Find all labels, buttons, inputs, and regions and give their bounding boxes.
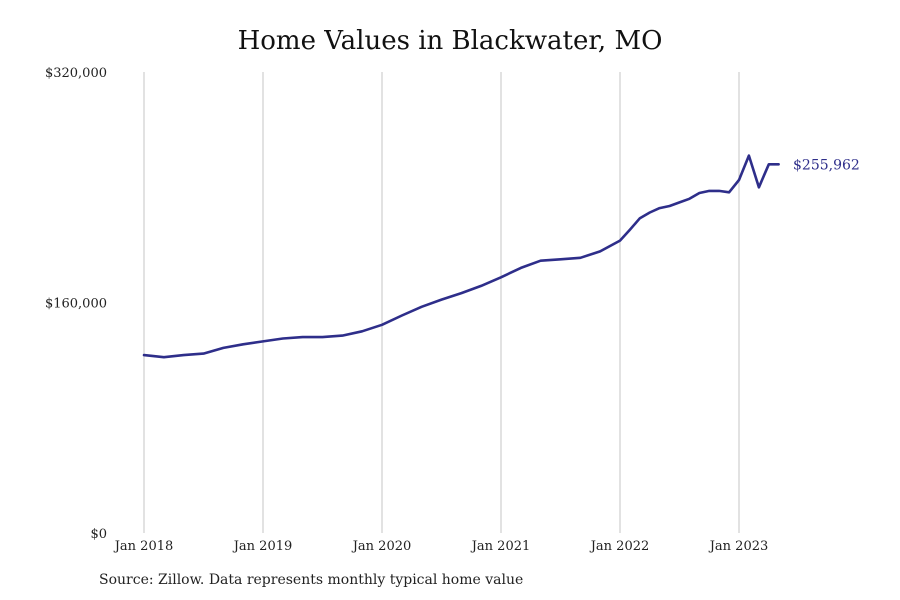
- x-tick-label: Jan 2023: [708, 539, 769, 554]
- chart-title: Home Values in Blackwater, MO: [237, 26, 663, 56]
- x-tick-label: Jan 2018: [113, 539, 174, 554]
- end-value-label: $255,962: [793, 157, 860, 173]
- x-tick-label: Jan 2022: [589, 539, 650, 554]
- x-tick-label: Jan 2019: [232, 539, 293, 554]
- x-tick-label: Jan 2021: [470, 539, 531, 554]
- y-tick-label: $0: [90, 527, 107, 542]
- y-tick-label: $320,000: [45, 66, 107, 81]
- y-tick-label: $160,000: [45, 297, 107, 312]
- x-tick-label: Jan 2020: [351, 539, 412, 554]
- source-note: Source: Zillow. Data represents monthly …: [99, 572, 524, 588]
- series-line: [142, 154, 780, 359]
